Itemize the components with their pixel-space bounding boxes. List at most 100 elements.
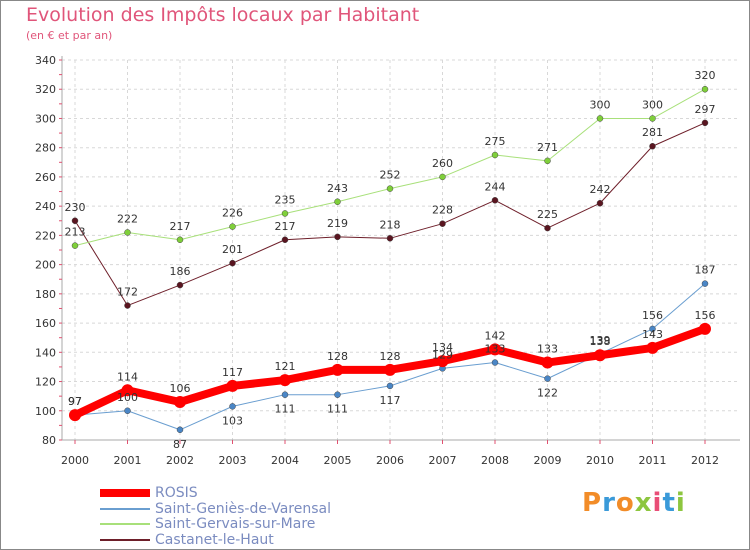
data-point	[386, 235, 394, 242]
x-tick-label: 2007	[429, 454, 457, 467]
data-point	[386, 185, 394, 192]
y-tick-label: 280	[35, 142, 56, 155]
legend-label: Saint-Gervais-sur-Mare	[155, 516, 316, 532]
data-label: 297	[695, 103, 716, 116]
logo-letter: i	[652, 488, 663, 518]
data-point	[596, 115, 604, 122]
data-point	[334, 233, 341, 241]
data-label: 133	[485, 343, 506, 356]
x-tick-label: 2011	[639, 454, 667, 467]
data-label: 228	[432, 204, 453, 217]
data-point	[701, 85, 709, 93]
data-label: 172	[117, 286, 138, 299]
data-label: 187	[695, 264, 716, 277]
data-point	[176, 426, 184, 434]
data-point	[439, 173, 446, 181]
data-point	[226, 379, 239, 392]
y-tick-label: 140	[35, 346, 56, 359]
data-label: 281	[642, 126, 663, 139]
y-tick-label: 80	[42, 434, 56, 447]
data-label: 100	[117, 391, 138, 404]
data-point	[279, 374, 291, 387]
data-label: 103	[222, 414, 243, 427]
data-label: 138	[590, 335, 611, 348]
data-label: 122	[537, 387, 558, 400]
data-label: 186	[170, 265, 191, 278]
legend-swatch	[100, 489, 150, 497]
y-tick-label: 160	[35, 317, 56, 330]
data-label: 271	[537, 141, 558, 154]
data-label: 87	[173, 438, 187, 451]
logo-letter: x	[634, 488, 653, 518]
data-label: 213	[65, 226, 86, 239]
x-tick-label: 2005	[324, 454, 352, 467]
x-tick-label: 2001	[114, 454, 142, 467]
data-point	[699, 322, 711, 335]
y-tick-label: 340	[35, 54, 56, 67]
legend-swatch	[100, 523, 150, 525]
data-point	[646, 341, 659, 354]
data-label: 106	[170, 382, 191, 395]
data-label: 156	[642, 309, 663, 322]
data-label: 300	[590, 98, 611, 111]
data-point	[281, 391, 289, 398]
data-point	[331, 363, 344, 376]
logo-letter: o	[615, 488, 635, 518]
data-point	[544, 224, 551, 232]
data-label: 300	[642, 98, 663, 111]
legend-label: Castanet-le-Haut	[155, 531, 274, 548]
data-point	[69, 409, 81, 422]
y-tick-label: 320	[35, 83, 56, 96]
y-tick-label: 240	[35, 200, 56, 213]
data-point	[436, 355, 449, 368]
y-tick-label: 300	[35, 112, 56, 125]
data-point	[229, 223, 236, 230]
data-point	[489, 343, 501, 356]
data-point	[386, 382, 394, 390]
data-label: 117	[222, 366, 243, 379]
data-label: 217	[170, 220, 191, 233]
data-label: 128	[327, 350, 348, 363]
data-label: 133	[537, 343, 558, 356]
data-point	[229, 403, 236, 410]
legend-swatch	[100, 507, 150, 510]
data-label: 226	[222, 207, 243, 220]
data-label: 111	[327, 403, 348, 416]
data-point	[384, 363, 396, 376]
data-label: 201	[222, 243, 243, 256]
data-point	[124, 229, 131, 236]
data-point	[174, 396, 186, 408]
logo-letter: t	[662, 488, 676, 518]
y-tick-label: 260	[35, 171, 56, 184]
legend-label: ROSIS	[155, 485, 198, 501]
data-point	[71, 217, 79, 225]
data-label: 222	[117, 212, 138, 225]
data-point	[124, 407, 131, 415]
data-point	[334, 391, 341, 398]
legend-swatch	[100, 538, 150, 541]
data-label: 143	[642, 328, 663, 341]
x-tick-label: 2008	[481, 454, 509, 467]
chart-subtitle: (en € et par an)	[26, 29, 113, 42]
data-point	[649, 142, 656, 150]
data-label: 129	[432, 348, 453, 361]
data-point	[124, 302, 131, 309]
data-label: 156	[695, 309, 716, 322]
chart-title: Evolution des Impôts locaux par Habitant	[26, 4, 420, 26]
data-point	[281, 236, 289, 244]
x-tick-label: 2006	[376, 454, 404, 467]
data-point	[491, 197, 499, 204]
data-label: 320	[695, 69, 716, 82]
data-point	[281, 210, 289, 217]
data-label: 139	[590, 334, 611, 347]
data-label: 111	[275, 403, 296, 416]
x-tick-label: 2010	[586, 454, 614, 467]
y-tick-label: 200	[35, 259, 56, 272]
data-label: 218	[380, 218, 401, 231]
data-point	[596, 199, 604, 207]
data-label: 142	[485, 329, 506, 342]
data-label: 242	[590, 183, 611, 196]
data-point	[701, 119, 709, 127]
x-tick-label: 2000	[61, 454, 89, 467]
